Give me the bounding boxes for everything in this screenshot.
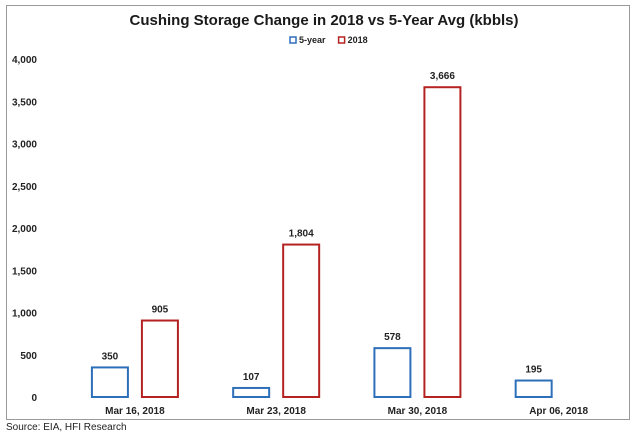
- chart-title: Cushing Storage Change in 2018 vs 5-Year…: [130, 12, 519, 29]
- data-label: 195: [525, 365, 542, 376]
- bar-chart: Cushing Storage Change in 2018 vs 5-Year…: [12, 12, 589, 417]
- bar-5-year: [514, 379, 553, 398]
- y-tick-label: 2,000: [12, 224, 37, 235]
- data-label: 578: [384, 332, 401, 343]
- data-label: 1,804: [289, 229, 314, 240]
- data-label: 905: [152, 305, 169, 316]
- y-tick-label: 1,000: [12, 309, 37, 320]
- y-tick-label: 4,000: [12, 55, 37, 66]
- x-tick-label: Apr 06, 2018: [529, 406, 588, 417]
- bar-5-year: [373, 347, 412, 398]
- bar-2018: [282, 243, 321, 398]
- legend-label: 2018: [348, 35, 368, 45]
- bar-2018: [140, 319, 179, 398]
- bar-5-year: [90, 366, 129, 398]
- y-axis: 0 500 1,000 1,500 2,000 2,500 3,000 3,500 4,000: [12, 55, 37, 404]
- y-tick-label: 2,500: [12, 182, 37, 193]
- x-axis: Mar 16, 2018 Mar 23, 2018 Mar 30, 2018 Apr …: [105, 406, 588, 417]
- bars: [90, 86, 553, 399]
- x-tick-label: Mar 16, 2018: [105, 406, 165, 417]
- chart-frame: Cushing Storage Change in 2018 vs 5-Year…: [6, 5, 630, 420]
- y-tick-label: 1,500: [12, 266, 37, 277]
- y-tick-label: 3,500: [12, 97, 37, 108]
- legend-swatch: [337, 36, 346, 44]
- bar-2018: [423, 86, 462, 399]
- legend-label: 5-year: [299, 35, 326, 45]
- legend-swatch: [289, 36, 297, 44]
- x-tick-label: Mar 30, 2018: [388, 406, 448, 417]
- y-tick-label: 500: [20, 351, 37, 362]
- y-tick-label: 3,000: [12, 140, 37, 151]
- data-labels: 350 905 107 1,804 578 3,666 195: [102, 71, 543, 383]
- x-tick-label: Mar 23, 2018: [246, 406, 306, 417]
- bar-5-year: [232, 386, 271, 398]
- legend: 5-year 2018: [289, 35, 368, 45]
- y-tick-label: 0: [31, 393, 37, 404]
- source-note: Source: EIA, HFI Research: [6, 422, 127, 433]
- data-label: 107: [243, 372, 260, 383]
- data-label: 350: [102, 351, 119, 362]
- data-label: 3,666: [430, 71, 455, 82]
